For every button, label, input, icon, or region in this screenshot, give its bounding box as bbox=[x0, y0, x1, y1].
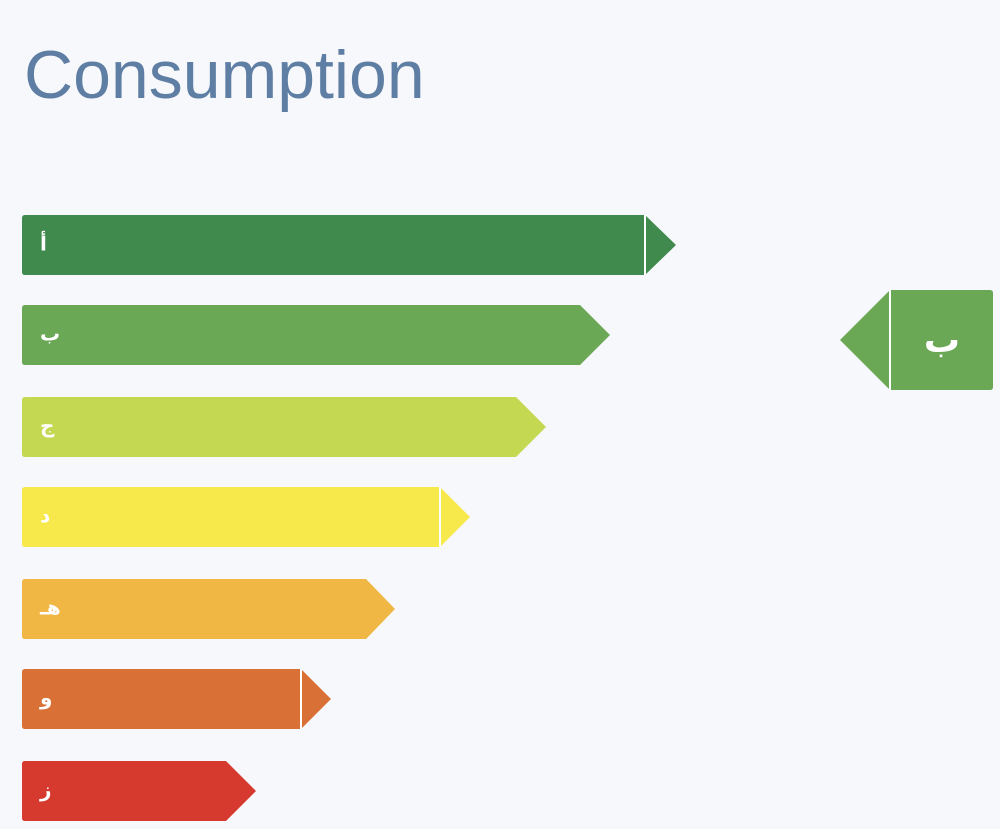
rating-bar bbox=[22, 305, 610, 365]
rating-g: ز bbox=[22, 761, 256, 821]
rating-d: د bbox=[22, 487, 470, 547]
rating-label: هـ bbox=[39, 596, 61, 620]
title: Consumption bbox=[24, 37, 425, 113]
rating-label: أ bbox=[40, 230, 47, 256]
rating-label: و bbox=[39, 686, 52, 710]
rating-bar bbox=[22, 215, 676, 275]
rating-bar bbox=[22, 669, 331, 729]
rating-c: ج bbox=[22, 397, 546, 457]
rating-f: و bbox=[22, 669, 331, 729]
rating-label: ب bbox=[40, 322, 60, 346]
current-rating: ب bbox=[840, 290, 993, 390]
rating-e: هـ bbox=[22, 579, 395, 639]
rating-label: ز bbox=[39, 778, 52, 802]
rating-label: د bbox=[40, 504, 50, 528]
rating-bar bbox=[22, 487, 470, 547]
rating-label: ج bbox=[40, 414, 55, 438]
current-marker bbox=[840, 290, 993, 390]
rating-bar bbox=[22, 397, 546, 457]
rating-bar bbox=[22, 761, 256, 821]
rating-a: أ bbox=[22, 215, 676, 275]
rating-bar bbox=[22, 579, 395, 639]
rating-b: ب bbox=[22, 305, 610, 365]
current-label: ب bbox=[924, 320, 960, 361]
